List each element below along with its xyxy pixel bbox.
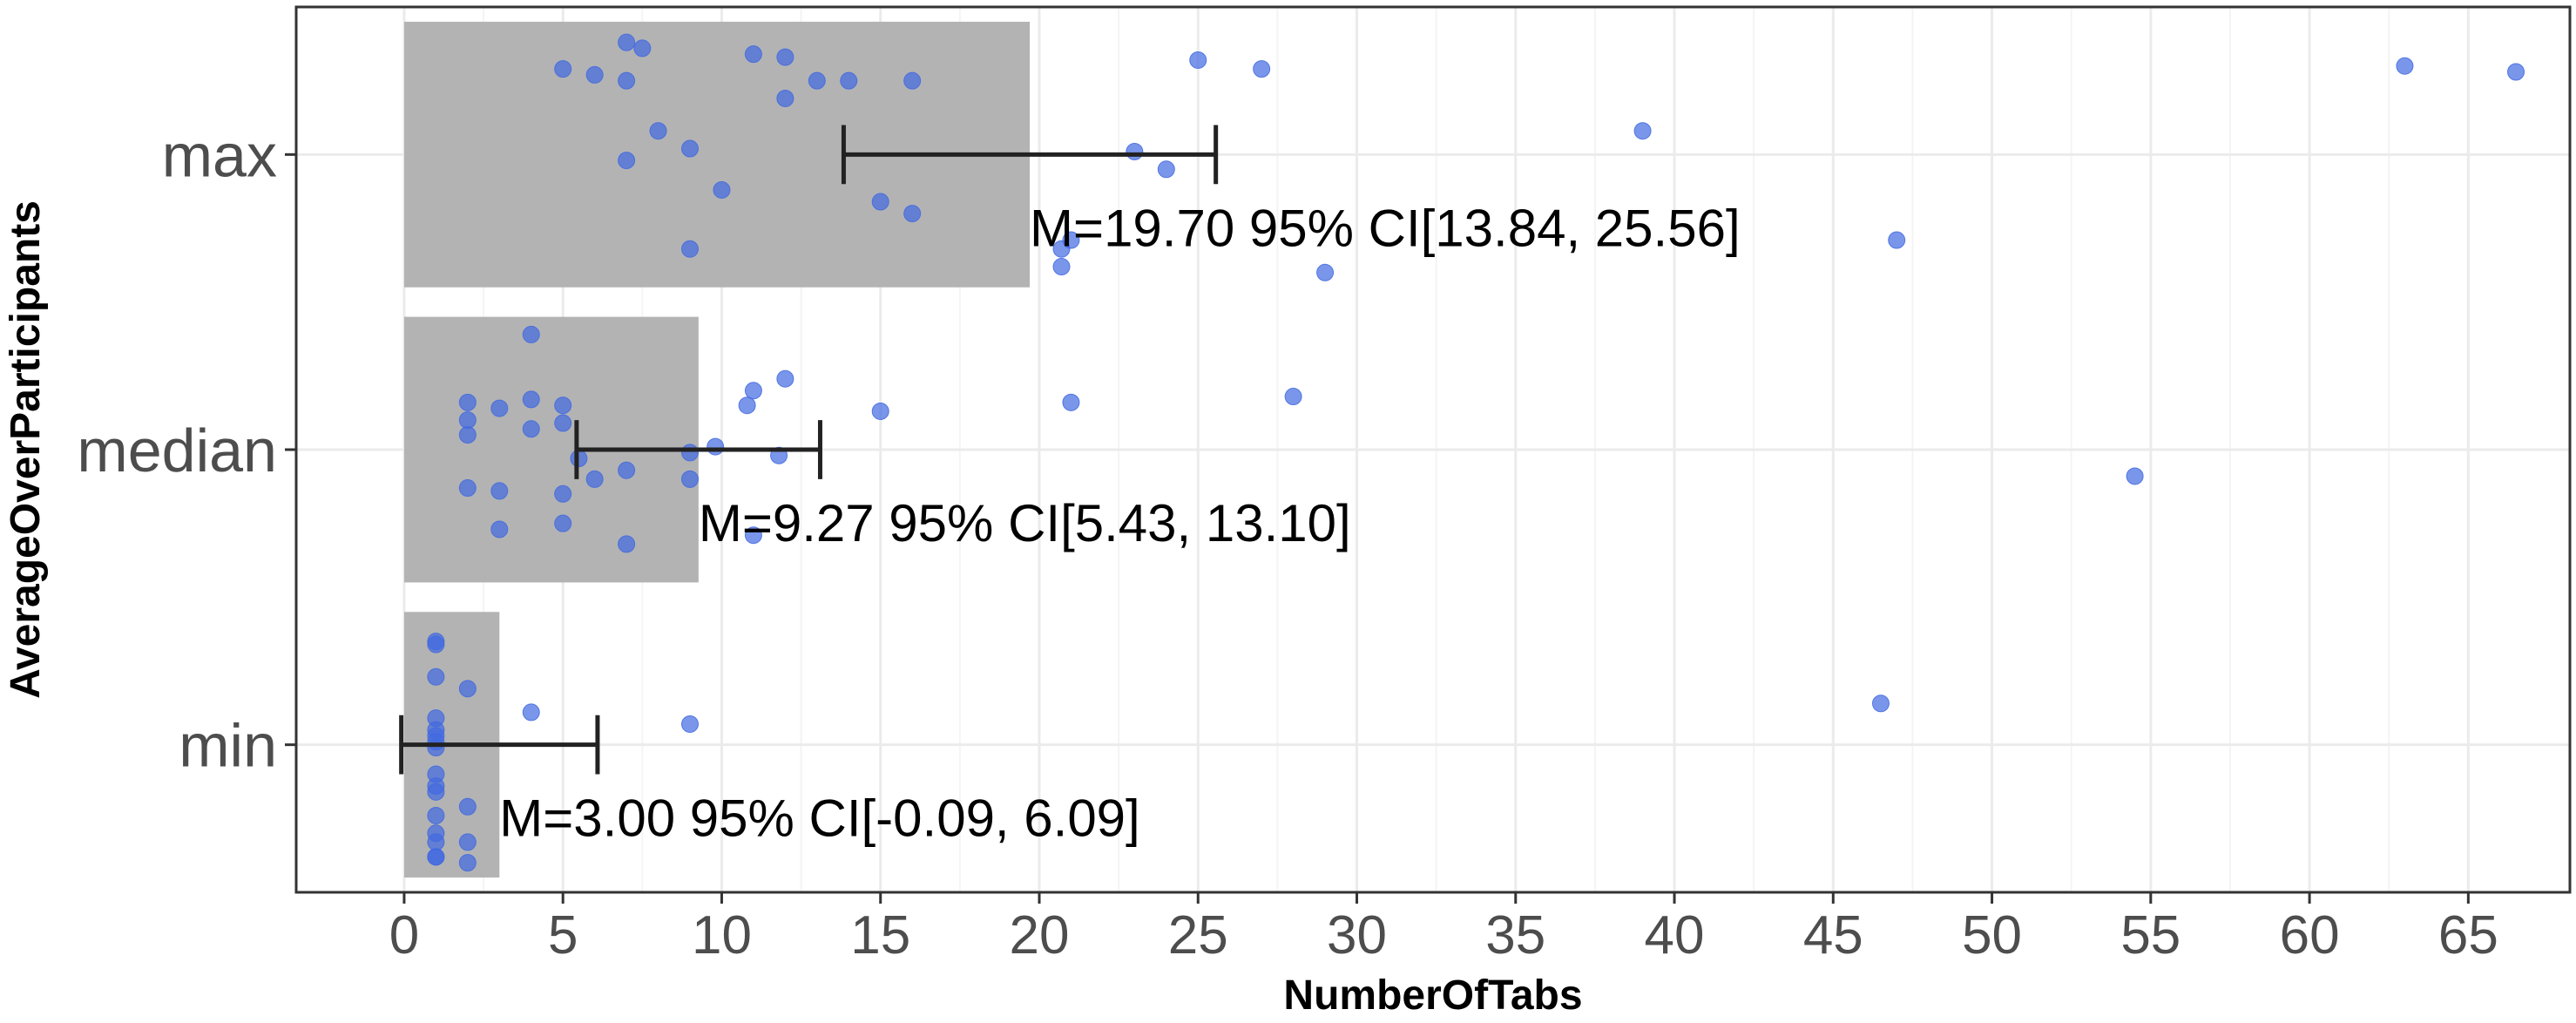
data-point-max — [618, 71, 636, 90]
x-tick-label: 0 — [389, 905, 419, 965]
data-point-min — [427, 739, 445, 757]
data-point-max — [618, 33, 636, 51]
data-point-max — [744, 45, 762, 64]
data-point-max — [1062, 231, 1080, 249]
data-point-median — [2126, 467, 2144, 485]
data-point-max — [776, 48, 794, 66]
data-point-median — [570, 450, 588, 468]
data-point-max — [554, 60, 572, 78]
data-point-median — [458, 393, 477, 411]
x-tick-label: 45 — [1803, 905, 1863, 965]
data-point-min — [458, 854, 477, 872]
data-point-max — [903, 71, 922, 90]
y-tick-label: min — [179, 712, 277, 780]
data-point-median — [554, 396, 572, 415]
data-point-median — [618, 535, 636, 553]
data-point-max — [585, 65, 604, 84]
x-tick-label: 20 — [1010, 905, 1070, 965]
data-point-median — [458, 426, 477, 444]
y-axis-title: AverageOverParticipants — [3, 200, 49, 699]
data-label-median: M=9.27 95% CI[5.43, 13.10] — [699, 494, 1351, 552]
data-point-min — [458, 680, 477, 698]
data-point-max — [1888, 231, 1906, 249]
x-tick-label: 5 — [548, 905, 578, 965]
y-tick-label: max — [162, 121, 277, 189]
data-point-min — [427, 667, 445, 686]
data-point-median — [738, 396, 756, 415]
data-point-min — [522, 703, 540, 722]
x-tick-label: 65 — [2438, 905, 2498, 965]
data-point-median — [744, 382, 762, 400]
x-axis-title: NumberOfTabs — [1283, 972, 1582, 1019]
data-point-max — [1633, 122, 1652, 140]
data-point-max — [1316, 263, 1335, 281]
data-point-min — [427, 782, 445, 801]
data-point-median — [554, 414, 572, 432]
data-point-min — [458, 833, 477, 851]
data-point-max — [2396, 57, 2414, 75]
data-point-min — [427, 833, 445, 851]
data-point-max — [840, 71, 858, 90]
data-point-max — [649, 122, 667, 140]
data-label-max: M=19.70 95% CI[13.84, 25.56] — [1030, 199, 1741, 257]
data-point-median — [776, 369, 794, 388]
data-point-median — [618, 461, 636, 479]
data-point-min — [458, 797, 477, 816]
data-point-max — [1189, 51, 1207, 69]
data-point-median — [707, 437, 725, 456]
data-point-median — [490, 520, 509, 539]
data-point-median — [522, 325, 540, 343]
annotations: M=19.70 95% CI[13.84, 25.56] M=9.27 95% C… — [499, 199, 1740, 847]
data-point-median — [522, 420, 540, 438]
x-tick-label: 15 — [850, 905, 910, 965]
data-point-max — [776, 89, 794, 107]
data-point-max — [808, 71, 826, 90]
x-tick-label: 35 — [1485, 905, 1545, 965]
x-tick-label: 60 — [2280, 905, 2340, 965]
data-point-median — [522, 390, 540, 409]
data-point-median — [458, 479, 477, 498]
data-point-max — [681, 240, 700, 258]
data-point-min — [1871, 694, 1890, 713]
data-point-min — [427, 806, 445, 824]
data-point-max — [1126, 142, 1144, 160]
data-point-min — [427, 635, 445, 654]
data-point-max — [1157, 160, 1175, 179]
data-point-max — [903, 205, 922, 223]
data-point-median — [1284, 388, 1302, 406]
x-tick-label: 30 — [1327, 905, 1387, 965]
x-tick-label: 10 — [692, 905, 752, 965]
x-tick-label: 25 — [1168, 905, 1228, 965]
data-point-median — [585, 470, 604, 488]
data-point-max — [1253, 60, 1271, 78]
data-point-median — [490, 482, 509, 500]
x-tick-label: 50 — [1962, 905, 2022, 965]
y-tick-label: median — [77, 417, 277, 484]
data-point-max — [681, 139, 700, 158]
data-point-max — [713, 180, 731, 199]
data-point-median — [681, 444, 700, 462]
data-point-median — [744, 526, 762, 545]
data-point-median — [554, 514, 572, 532]
axes: 0 5 10 15 20 25 30 35 40 45 50 55 60 65 max median min — [77, 121, 2498, 965]
data-point-min — [681, 715, 700, 733]
data-point-min — [427, 848, 445, 866]
x-tick-label: 40 — [1645, 905, 1705, 965]
data-point-max — [633, 39, 652, 58]
data-point-median — [681, 470, 700, 488]
data-point-median — [490, 399, 509, 417]
data-point-max — [1052, 258, 1071, 276]
data-label-min: M=3.00 95% CI[-0.09, 6.09] — [499, 789, 1139, 848]
x-tick-label: 55 — [2120, 905, 2180, 965]
data-point-max — [2507, 63, 2525, 81]
data-point-median — [554, 484, 572, 503]
error-bars — [399, 125, 1219, 775]
data-point-median — [1062, 393, 1080, 411]
data-point-max — [618, 152, 636, 170]
data-point-median — [458, 411, 477, 430]
data-point-max — [871, 193, 889, 211]
data-point-median — [871, 402, 889, 420]
